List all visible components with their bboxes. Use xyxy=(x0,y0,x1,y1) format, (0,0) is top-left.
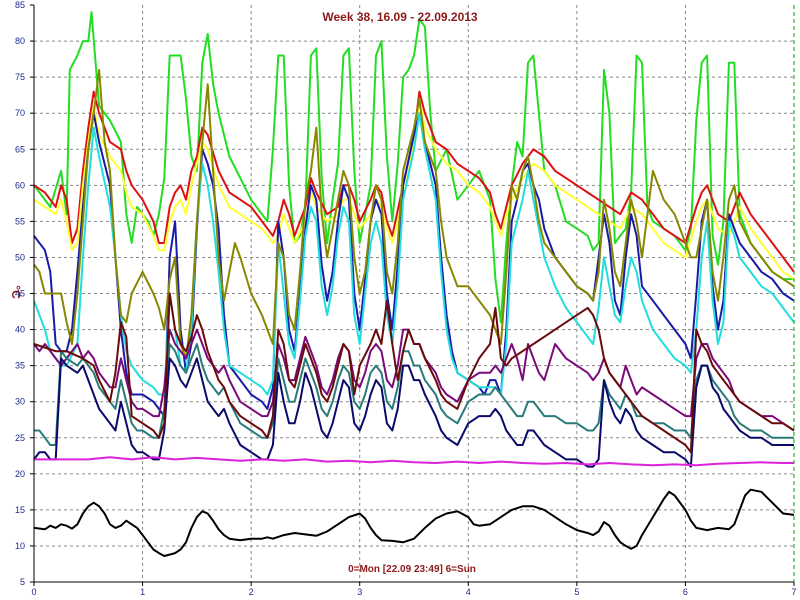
x-tick-label: 2 xyxy=(249,587,254,597)
chart-title: Week 38, 16.09 - 22.09.2013 xyxy=(322,10,478,24)
y-tick-label: 15 xyxy=(15,505,25,515)
x-tick-label: 4 xyxy=(466,587,471,597)
x-axis-label: 0=Mon [22.09 23:49] 6=Sun xyxy=(348,564,476,575)
series-line-3 xyxy=(33,97,795,280)
x-tick-label: 1 xyxy=(140,587,145,597)
y-tick-label: 80 xyxy=(15,36,25,46)
y-tick-label: 35 xyxy=(15,361,25,371)
y-tick-label: 60 xyxy=(15,180,25,190)
series-line-11 xyxy=(34,456,794,467)
series-line-9 xyxy=(33,357,794,468)
x-tick-label: 3 xyxy=(357,587,362,597)
y-tick-label: 65 xyxy=(15,144,25,154)
y-tick-label: 85 xyxy=(15,0,25,10)
series-line-10 xyxy=(33,292,795,454)
x-tick-label: 7 xyxy=(791,587,796,597)
y-tick-label: 75 xyxy=(15,72,25,82)
series-line-12 xyxy=(33,488,795,557)
tick-labels: 0 1 2 3 4 5 6 751015202530354045505560657075808… xyxy=(15,0,797,597)
y-tick-label: 20 xyxy=(15,469,25,479)
y-tick-label: 70 xyxy=(15,108,25,118)
series-line-7 xyxy=(33,328,795,432)
x-tick-label: 6 xyxy=(683,587,688,597)
x-tick-label: 0 xyxy=(31,587,36,597)
series-line-1 xyxy=(33,11,794,324)
y-tick-label: 25 xyxy=(15,433,25,443)
y-tick-label: 10 xyxy=(15,541,25,551)
y-tick-label: 50 xyxy=(15,252,25,262)
y-tick-label: 30 xyxy=(15,397,25,407)
series-line-6 xyxy=(33,68,795,360)
series-lines xyxy=(33,11,795,557)
axes xyxy=(30,4,795,586)
y-tick-label: 45 xyxy=(15,289,25,299)
y-tick-label: 5 xyxy=(20,577,25,587)
y-tick-label: 40 xyxy=(15,325,25,335)
x-tick-label: 5 xyxy=(574,587,579,597)
y-axis-label: °C xyxy=(9,285,23,299)
series-line-2 xyxy=(33,90,795,273)
y-tick-label: 55 xyxy=(15,216,25,226)
series-line-5 xyxy=(33,112,795,396)
